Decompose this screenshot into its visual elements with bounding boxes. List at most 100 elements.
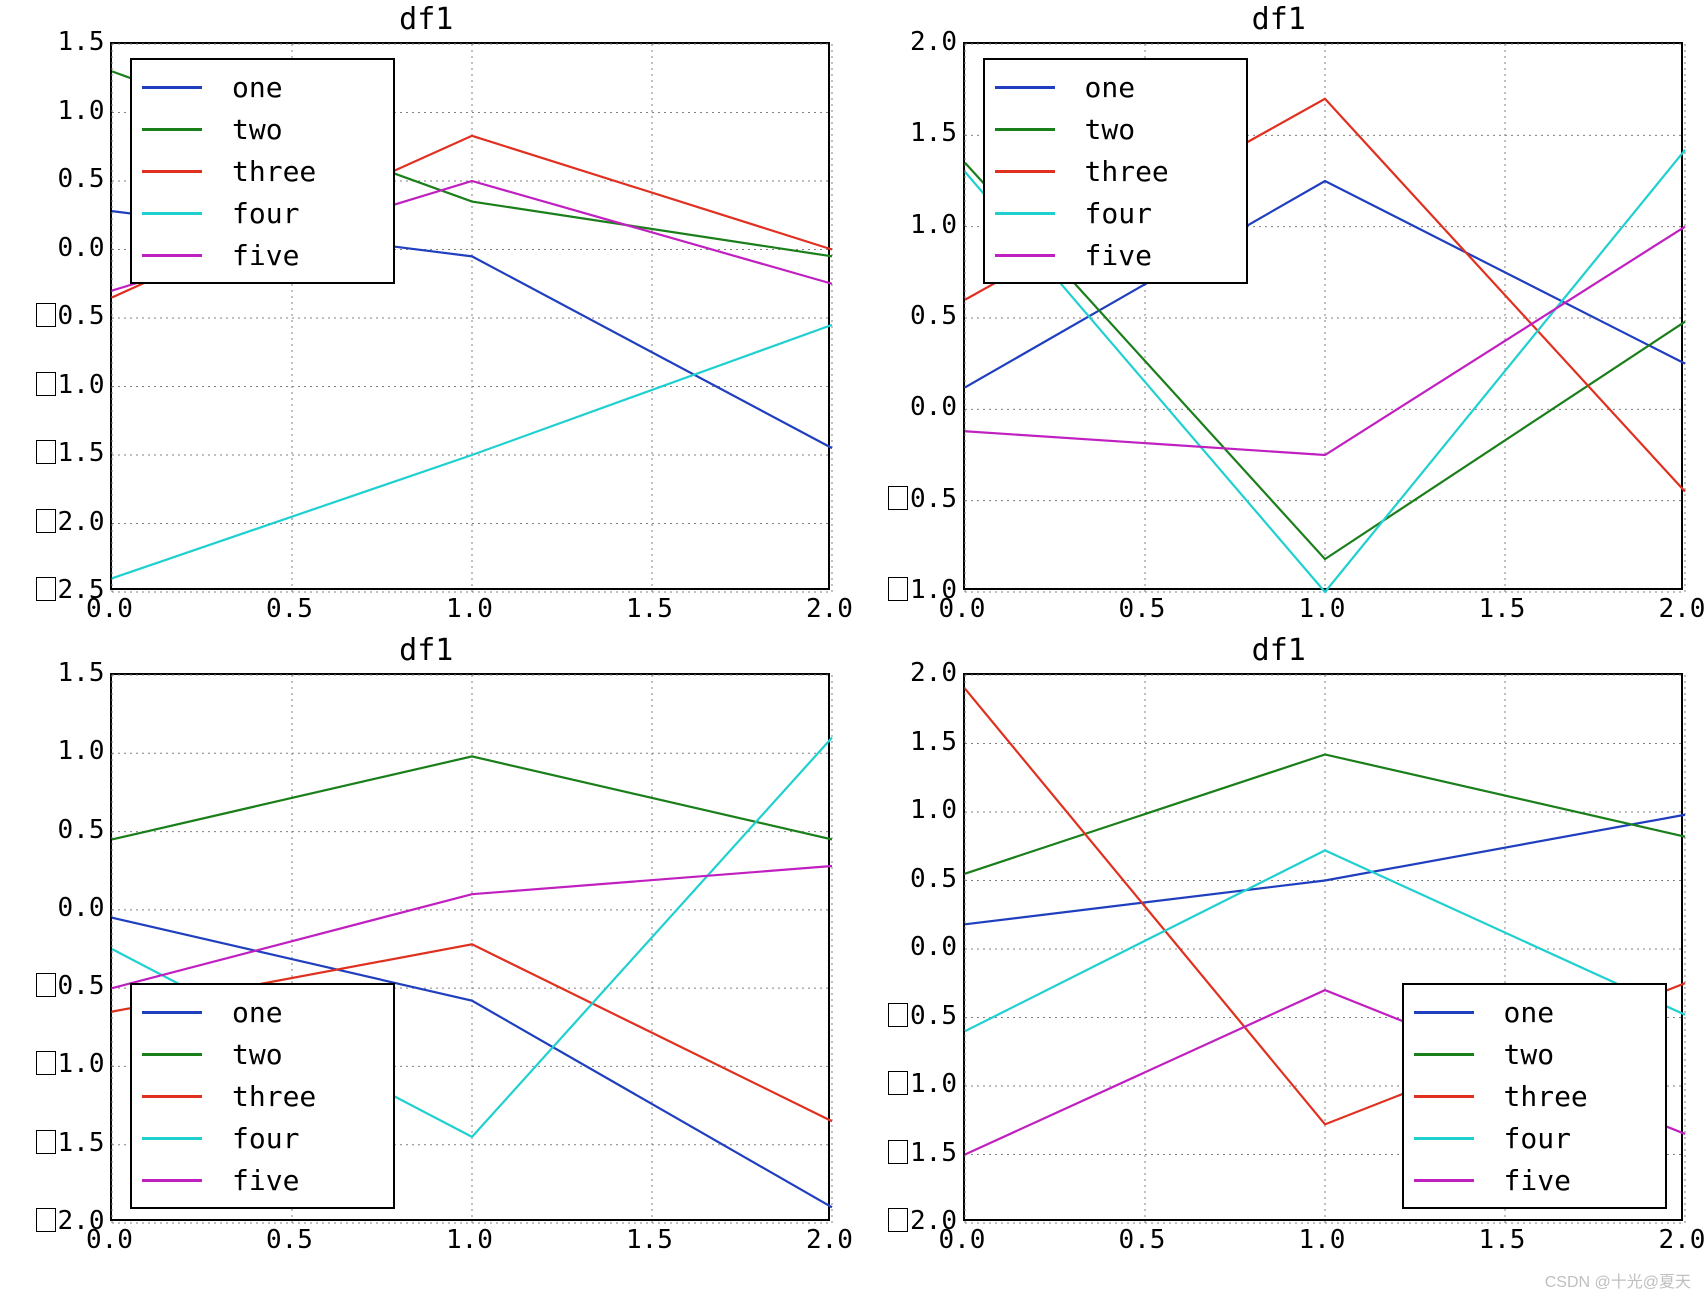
legend-swatch-icon [995,86,1055,89]
ytick-label: 0.5 [5,301,105,331]
legend-label: four [1504,1122,1571,1155]
ytick-label: 1.5 [5,658,105,688]
legend-item-four: four [995,192,1236,234]
xtick-label: 1.5 [1479,1225,1526,1255]
minus-glyph-icon [888,1003,908,1027]
legend-label: two [232,113,283,146]
minus-glyph-icon [888,1071,908,1095]
legend-label: two [1085,113,1136,146]
ytick-label: 1.5 [857,727,957,757]
legend-swatch-icon [142,254,202,257]
axes-area: onetwothreefourfive [963,673,1683,1221]
minus-glyph-icon [888,577,908,601]
plot-title: df1 [0,2,853,37]
legend-label: five [232,239,299,272]
legend-swatch-icon [142,128,202,131]
page-root: df1 onetwothreefourfive 2.52.01.51.00.50… [0,0,1705,1298]
xtick-label: 0.5 [1119,594,1166,624]
legend-box: one two three four five [130,983,395,1209]
legend-label: five [1504,1164,1571,1197]
legend-item-two: two [142,108,383,150]
legend-swatch-icon [142,1053,202,1056]
xtick-label: 0.0 [86,594,133,624]
ytick-label: 1.0 [857,1069,957,1099]
legend-swatch-icon [1414,1053,1474,1056]
legend-item-four: four [1414,1117,1655,1159]
ytick-label: 0.5 [5,815,105,845]
ytick-label: 1.5 [857,118,957,148]
legend-item-four: four [142,1117,383,1159]
legend-label: one [232,71,283,104]
xtick-label: 1.5 [1479,594,1526,624]
minus-glyph-icon [36,509,56,533]
legend-label: five [232,1164,299,1197]
panel-top-left: df1 onetwothreefourfive 2.52.01.51.00.50… [0,0,853,631]
ytick-label: 0.5 [857,864,957,894]
legend-item-four: four [142,192,383,234]
xtick-label: 0.5 [266,1225,313,1255]
minus-glyph-icon [888,1208,908,1232]
xtick-label: 0.0 [939,594,986,624]
legend-box: onetwothreefourfive [1402,983,1667,1209]
ytick-label: 1.0 [857,795,957,825]
legend-swatch-icon [142,86,202,89]
legend-label: one [232,996,283,1029]
xtick-label: 0.5 [266,594,313,624]
subplot-grid: df1 onetwothreefourfive 2.52.01.51.00.50… [0,0,1705,1262]
legend-swatch-icon [142,1137,202,1140]
ytick-label: 1.5 [5,438,105,468]
xtick-label: 1.0 [1299,594,1346,624]
minus-glyph-icon [36,1130,56,1154]
ytick-label: 0.0 [857,932,957,962]
ytick-label: 0.0 [5,233,105,263]
xtick-label: 1.0 [446,594,493,624]
legend-swatch-icon [142,170,202,173]
plot-title: df1 [853,633,1705,668]
legend-item-five: five [1414,1159,1655,1201]
legend-item-two: two [142,1033,383,1075]
xtick-label: 2.0 [1659,1225,1705,1255]
legend-item-five: five [995,234,1236,276]
legend-label: three [232,1080,316,1113]
xtick-label: 1.5 [626,1225,673,1255]
panel-top-right: df1 onetwothreefourfive 1.00.50.00.51.01… [853,0,1705,631]
legend-swatch-icon [142,1011,202,1014]
minus-glyph-icon [888,1140,908,1164]
legend-swatch-icon [995,170,1055,173]
plot-title: df1 [853,2,1705,37]
legend-item-three: three [1414,1075,1655,1117]
xtick-label: 2.0 [806,594,853,624]
legend-item-five: five [142,1159,383,1201]
ytick-label: 0.0 [5,893,105,923]
legend-box: onetwothreefourfive [983,58,1248,284]
legend-swatch-icon [1414,1137,1474,1140]
ytick-label: 1.0 [5,370,105,400]
panel-bottom-left: df1 onetwothreefourfive 2.01.51.00.50.00… [0,631,853,1262]
legend-label: five [1085,239,1152,272]
ytick-label: 0.0 [857,392,957,422]
legend-label: four [232,197,299,230]
watermark-text: CSDN @十光@夏天 [1545,1268,1691,1292]
minus-glyph-icon [888,486,908,510]
xtick-label: 1.5 [626,594,673,624]
ytick-label: 1.0 [857,210,957,240]
xtick-label: 0.0 [939,1225,986,1255]
legend-swatch-icon [142,1095,202,1098]
legend-swatch-icon [995,254,1055,257]
legend-item-one: one [142,66,383,108]
legend-label: two [1504,1038,1555,1071]
legend-item-three: three [142,1075,383,1117]
ytick-label: 0.5 [857,301,957,331]
legend-label: four [232,1122,299,1155]
minus-glyph-icon [36,577,56,601]
legend-swatch-icon [1414,1095,1474,1098]
legend-swatch-icon [142,1179,202,1182]
xtick-label: 1.0 [1299,1225,1346,1255]
legend-box: onetwothreefourfive [130,58,395,284]
axes-area: onetwothreefourfive [110,42,830,590]
ytick-label: 0.5 [5,971,105,1001]
ytick-label: 0.5 [5,164,105,194]
legend-item-two: two [1414,1033,1655,1075]
legend-label: three [1504,1080,1588,1113]
legend-item-three: three [995,150,1236,192]
